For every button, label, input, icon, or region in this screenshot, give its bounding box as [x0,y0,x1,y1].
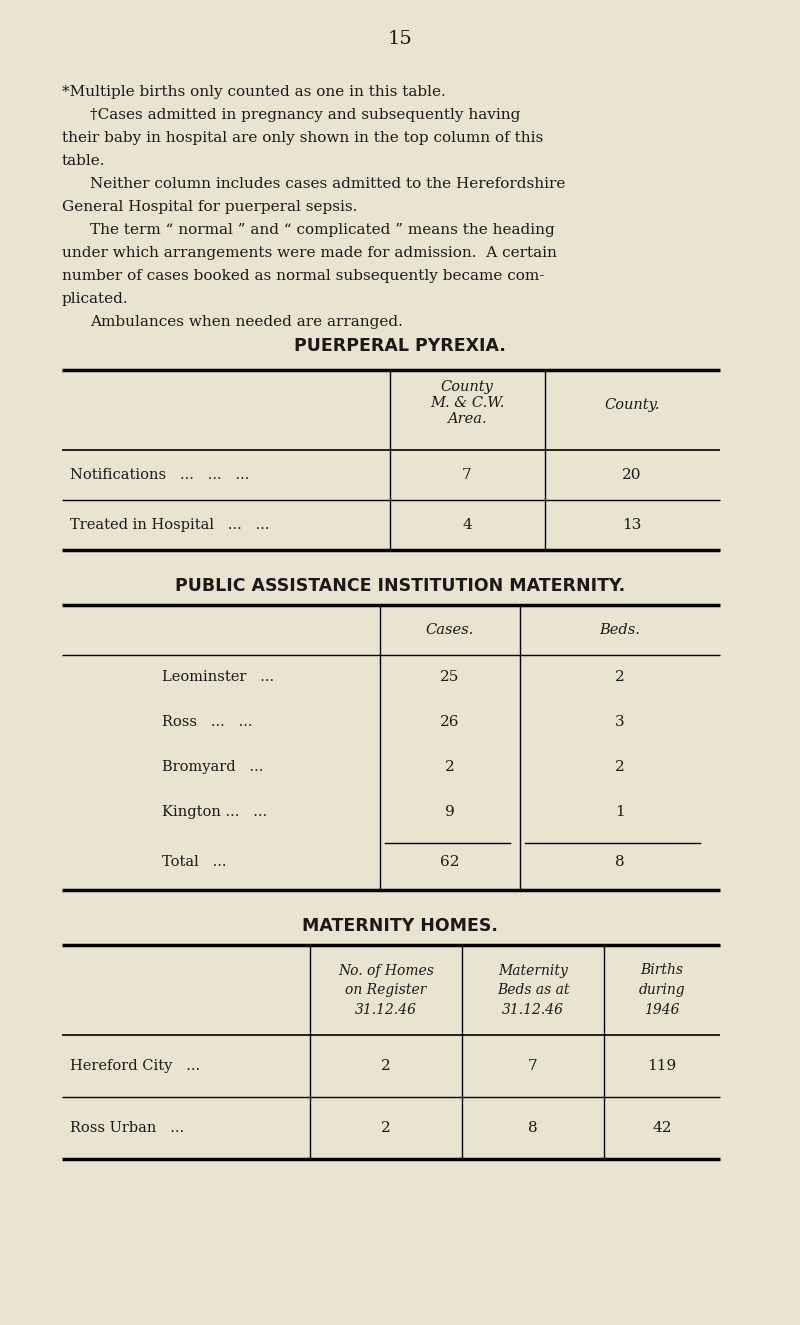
Text: 2: 2 [381,1121,391,1136]
Text: 7: 7 [462,468,472,482]
Text: 9: 9 [445,806,455,819]
Text: 2: 2 [615,670,625,684]
Text: 8: 8 [615,855,625,869]
Text: Cases.: Cases. [426,623,474,637]
Text: 42: 42 [652,1121,672,1136]
Text: Ross   ...   ...: Ross ... ... [162,716,253,729]
Text: MATERNITY HOMES.: MATERNITY HOMES. [302,917,498,935]
Text: plicated.: plicated. [62,292,129,306]
Text: PUERPERAL PYREXIA.: PUERPERAL PYREXIA. [294,337,506,355]
Text: County.: County. [604,398,660,412]
Text: Neither column includes cases admitted to the Herefordshire: Neither column includes cases admitted t… [90,178,566,191]
Text: 3: 3 [615,716,625,729]
Text: 2: 2 [615,761,625,774]
Text: 25: 25 [440,670,460,684]
Text: their baby in hospital are only shown in the top column of this: their baby in hospital are only shown in… [62,131,543,144]
Text: 62: 62 [440,855,460,869]
Text: Ambulances when needed are arranged.: Ambulances when needed are arranged. [90,315,403,329]
Text: The term “ normal ” and “ complicated ” means the heading: The term “ normal ” and “ complicated ” … [90,223,554,237]
Text: No. of Homes
on Register
31.12.46: No. of Homes on Register 31.12.46 [338,963,434,1016]
Text: Hereford City   ...: Hereford City ... [70,1059,200,1073]
Text: Ross Urban   ...: Ross Urban ... [70,1121,184,1136]
Text: Maternity
Beds as at
31.12.46: Maternity Beds as at 31.12.46 [497,963,570,1016]
Text: 2: 2 [445,761,455,774]
Text: 2: 2 [381,1059,391,1073]
Text: number of cases booked as normal subsequently became com-: number of cases booked as normal subsequ… [62,269,544,284]
Text: 26: 26 [440,716,460,729]
Text: 1: 1 [615,806,625,819]
Text: Bromyard   ...: Bromyard ... [162,761,263,774]
Text: Kington ...   ...: Kington ... ... [162,806,267,819]
Text: under which arrangements were made for admission.  A certain: under which arrangements were made for a… [62,246,557,260]
Text: 119: 119 [647,1059,677,1073]
Text: Leominster   ...: Leominster ... [162,670,274,684]
Text: Births
during
1946: Births during 1946 [638,963,686,1016]
Text: 15: 15 [388,30,412,48]
Text: Notifications   ...   ...   ...: Notifications ... ... ... [70,468,250,482]
Text: General Hospital for puerperal sepsis.: General Hospital for puerperal sepsis. [62,200,358,215]
Text: Treated in Hospital   ...   ...: Treated in Hospital ... ... [70,518,270,533]
Text: PUBLIC ASSISTANCE INSTITUTION MATERNITY.: PUBLIC ASSISTANCE INSTITUTION MATERNITY. [175,576,625,595]
Text: Total   ...: Total ... [162,855,226,869]
Text: 4: 4 [462,518,472,533]
Text: *Multiple births only counted as one in this table.: *Multiple births only counted as one in … [62,85,446,99]
Text: 20: 20 [622,468,642,482]
Text: table.: table. [62,154,106,168]
Text: County
M. & C.W.
Area.: County M. & C.W. Area. [430,380,504,427]
Text: Beds.: Beds. [599,623,641,637]
Text: †Cases admitted in pregnancy and subsequently having: †Cases admitted in pregnancy and subsequ… [90,109,520,122]
Text: 13: 13 [622,518,642,533]
Text: 8: 8 [528,1121,538,1136]
Text: 7: 7 [528,1059,538,1073]
